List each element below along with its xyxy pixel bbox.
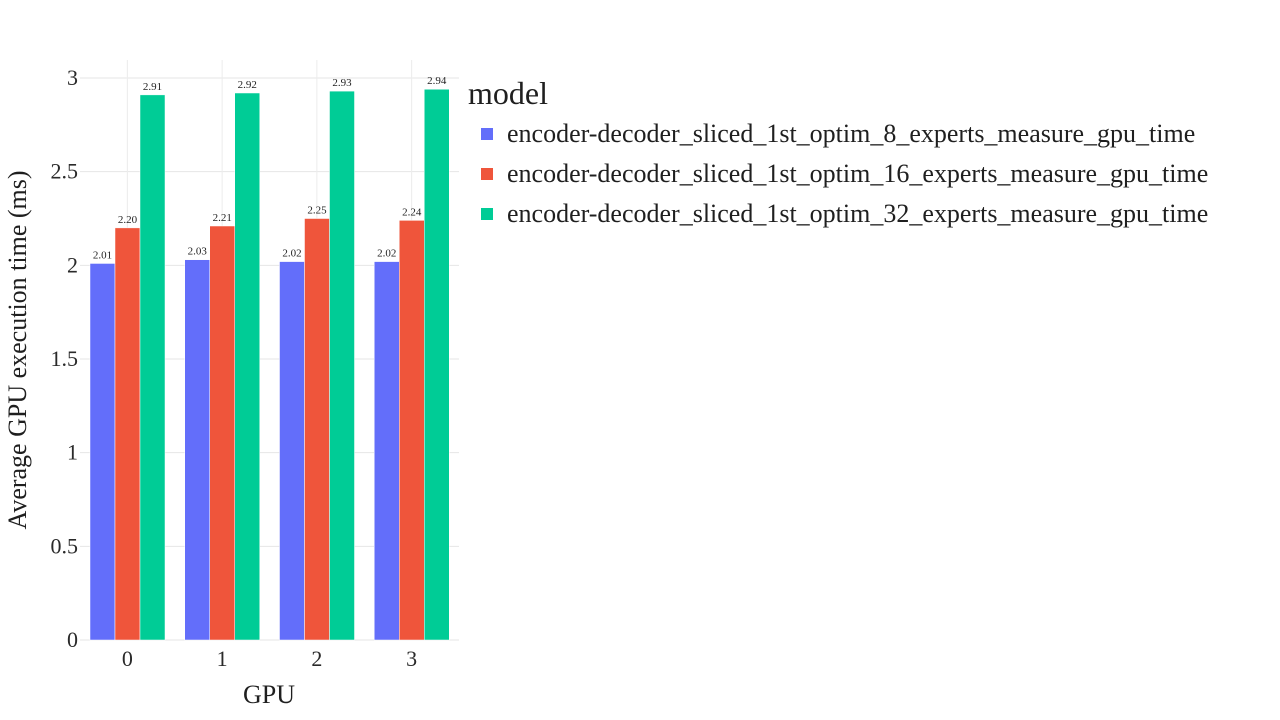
bar[interactable] — [114, 227, 141, 641]
bar[interactable] — [424, 88, 450, 641]
legend: model encoder-decoder_sliced_1st_optim_8… — [468, 74, 1208, 234]
x-tick-label: 2 — [311, 646, 322, 671]
bar[interactable] — [279, 261, 305, 641]
legend-label: encoder-decoder_sliced_1st_optim_32_expe… — [507, 199, 1209, 228]
legend-item[interactable]: encoder-decoder_sliced_1st_optim_8_exper… — [468, 114, 1208, 154]
legend-item[interactable]: encoder-decoder_sliced_1st_optim_16_expe… — [468, 154, 1208, 194]
legend-swatch — [481, 208, 493, 220]
y-tick-label: 0.5 — [51, 533, 79, 558]
x-tick-label: 0 — [122, 646, 133, 671]
x-axis-title: GPU — [243, 680, 295, 709]
legend-label: encoder-decoder_sliced_1st_optim_8_exper… — [507, 119, 1196, 148]
bars — [89, 88, 450, 641]
y-tick-label: 0 — [67, 627, 78, 652]
bar-value-label: 2.01 — [93, 249, 112, 261]
bar-value-label: 2.03 — [188, 246, 208, 258]
y-axis-ticks: 0 0.5 1 1.5 2 2.5 3 — [51, 65, 79, 652]
bar-value-label: 2.24 — [402, 206, 422, 218]
y-tick-label: 2 — [67, 252, 78, 277]
bar-value-label: 2.93 — [332, 77, 352, 89]
bar-value-label: 2.91 — [143, 81, 162, 93]
y-tick-label: 1 — [67, 440, 78, 465]
bar[interactable] — [234, 92, 260, 641]
bar-value-labels: 2.01 2.03 2.02 2.02 2.20 2.21 2.25 2.24 2.91 2.92… — [93, 75, 447, 261]
legend-title: model — [468, 75, 548, 111]
x-tick-label: 3 — [406, 646, 417, 671]
x-axis-ticks: 0 1 2 3 — [122, 646, 417, 671]
bar[interactable] — [399, 220, 425, 641]
bar-value-label: 2.21 — [213, 212, 232, 224]
bar-value-label: 2.25 — [307, 205, 327, 217]
bar-value-label: 2.02 — [282, 248, 301, 260]
bar-value-label: 2.20 — [118, 214, 138, 226]
y-tick-label: 2.5 — [51, 159, 79, 184]
x-tick-label: 1 — [217, 646, 228, 671]
bar[interactable] — [139, 94, 166, 641]
bar[interactable] — [209, 225, 235, 641]
y-axis-title: Average GPU execution time (ms) — [3, 170, 32, 529]
bar-value-label: 2.02 — [377, 248, 396, 260]
bar[interactable] — [304, 218, 330, 641]
legend-swatch — [481, 128, 493, 140]
y-tick-label: 1.5 — [51, 346, 79, 371]
legend-item[interactable]: encoder-decoder_sliced_1st_optim_32_expe… — [468, 194, 1208, 234]
legend-label: encoder-decoder_sliced_1st_optim_16_expe… — [507, 159, 1209, 188]
bar-value-label: 2.92 — [238, 79, 257, 91]
bar[interactable] — [184, 259, 210, 641]
y-tick-label: 3 — [67, 65, 78, 90]
bar[interactable] — [374, 261, 400, 641]
legend-swatch — [481, 168, 493, 180]
bar-value-label: 2.94 — [427, 75, 447, 87]
bar[interactable] — [89, 263, 116, 641]
bar[interactable] — [329, 90, 355, 641]
